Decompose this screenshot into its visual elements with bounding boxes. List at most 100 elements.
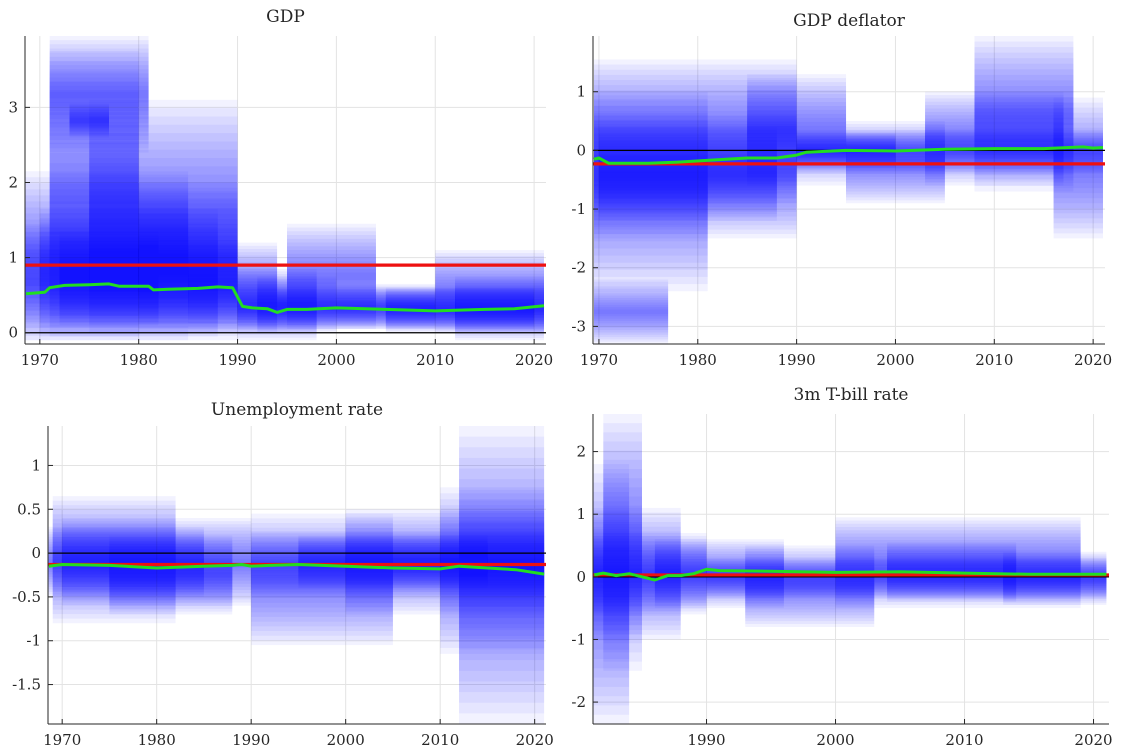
chart-panel-1: 1970 1980 1990 2000 2010 2020 0 1 2 3 GDP [8,7,553,369]
density-band [593,91,708,292]
density-band [593,519,630,669]
density-band [257,300,337,309]
y-tick-label: -2 [571,693,586,711]
series-line [593,145,1104,165]
density-band [49,51,139,337]
density-band [1053,132,1104,204]
density-band [593,297,669,326]
chart-title: GDP [266,7,305,27]
density-band [603,487,643,598]
density-band [39,222,218,323]
density-band [593,113,708,270]
density-band [593,575,630,613]
density-band [298,558,488,566]
x-tick-label: 2020 [516,731,554,749]
density-band [336,303,436,310]
density-band [62,546,252,578]
density-band [138,198,238,314]
density-band [1003,574,1107,583]
density-band [974,69,1074,159]
density-band [69,115,110,126]
density-band [49,91,139,296]
density-band [435,258,545,324]
density-band [846,132,945,192]
density-band [62,518,252,606]
y-tick-label: 0 [8,324,18,342]
y-tick-label: 0 [576,568,586,586]
density-band [345,524,545,600]
density-band [257,278,337,331]
density-band [345,528,545,596]
density-band [1053,112,1104,224]
density-band [459,489,545,661]
density-band [796,147,1104,157]
density-band [138,245,238,267]
density-band [706,563,1107,593]
density-band [62,530,252,594]
density-band [598,133,777,215]
density-band [345,520,545,604]
density-band [747,125,847,134]
density-band [49,40,149,149]
density-band [593,510,630,678]
density-band [835,556,1081,570]
density-band [459,447,545,703]
density-band [1053,147,1104,189]
density-band [49,60,149,128]
density-band [593,529,630,660]
density-band [1053,122,1104,214]
density-band [59,234,159,322]
density-band [286,272,376,281]
density-band [25,201,189,311]
density-band [59,274,159,282]
density-band [974,36,1074,192]
density-band [598,163,777,184]
y-tick-label: -1 [26,632,41,650]
x-tick-label: 2020 [1074,731,1112,749]
density-band [59,244,159,312]
density-band [1003,551,1107,606]
density-band [237,281,317,328]
density-band [925,91,1064,186]
density-band [435,270,545,313]
density-band [593,491,630,697]
density-band [62,539,252,584]
density-band [52,518,176,601]
density-band [25,223,238,341]
x-tick-label: 2000 [327,731,365,749]
density-band [49,122,139,266]
density-band [593,105,797,157]
density-band [1003,557,1107,600]
density-band [257,286,337,323]
density-band [706,559,1107,598]
series-line [594,567,1107,582]
density-band [109,538,233,612]
density-band [925,108,1064,169]
density-band [25,183,189,329]
density-band [846,135,945,189]
density-band [286,268,376,284]
series-line [25,282,545,314]
density-band [593,110,797,152]
density-band [593,120,708,263]
density-band [345,516,545,607]
density-band [1053,107,1104,229]
density-band [69,113,110,128]
density-band [593,170,708,213]
density-band [706,560,1107,596]
density-band [138,213,238,298]
density-band [598,147,777,201]
density-band [69,118,110,123]
density-band [593,141,797,212]
y-tick-label: 1 [31,456,41,474]
x-tick-label: 1990 [687,731,725,749]
density-band [593,288,669,335]
density-band [251,518,393,641]
density-band [593,132,797,221]
y-tick-label: 1 [576,83,586,101]
density-band [925,131,1064,146]
density-band [925,115,1064,163]
density-band [593,80,797,183]
density-band [336,301,436,312]
density-band [298,539,488,585]
